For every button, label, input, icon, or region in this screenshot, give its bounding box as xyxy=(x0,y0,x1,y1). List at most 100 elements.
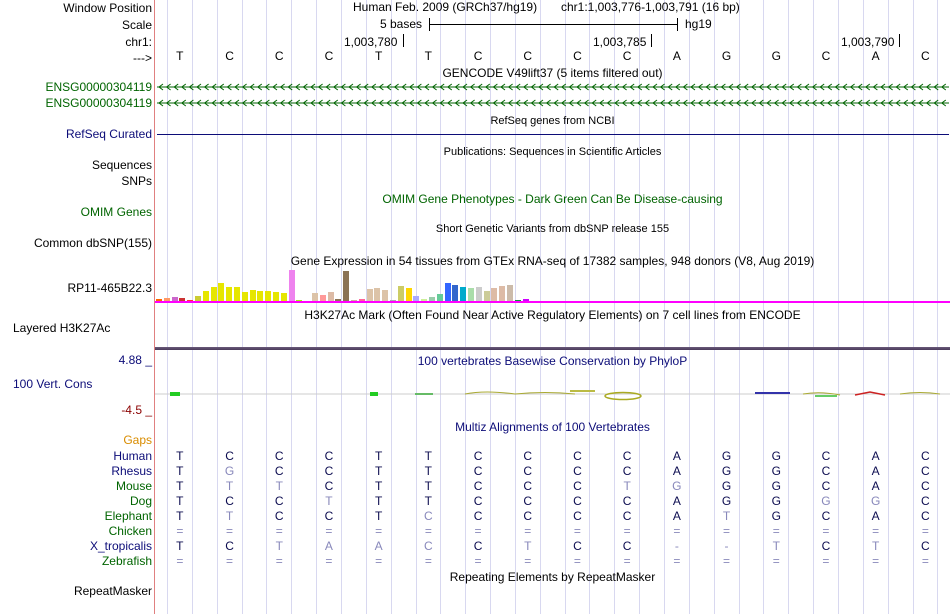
ensg-label-1[interactable]: ENSG00000304119 xyxy=(45,80,152,94)
gtex-tissue-bar[interactable] xyxy=(163,298,170,302)
gtex-tissue-bar[interactable] xyxy=(452,285,459,302)
aligned-base: C xyxy=(821,539,831,553)
refseq-gene-line[interactable] xyxy=(157,134,949,135)
gtex-tissue-bar[interactable] xyxy=(319,295,326,302)
aligned-base: C xyxy=(473,509,483,523)
gtex-tissue-bar[interactable] xyxy=(460,287,467,302)
species-label[interactable]: Elephant xyxy=(104,509,152,523)
aligned-base: C xyxy=(473,464,483,478)
sequences-label[interactable]: Sequences xyxy=(91,158,152,172)
aligned-base: C xyxy=(622,539,632,553)
gtex-tissue-bar[interactable] xyxy=(265,291,272,302)
gtex-tissue-bar[interactable] xyxy=(483,291,490,302)
gtex-tissue-bar[interactable] xyxy=(171,297,178,302)
gtex-tissue-bar[interactable] xyxy=(468,288,474,302)
aligned-base: T xyxy=(176,539,184,553)
gtex-gene-label[interactable]: RP11-465B22.3 xyxy=(67,281,152,295)
aligned-base: T xyxy=(275,539,283,553)
aligned-base: C xyxy=(523,449,533,463)
species-label[interactable]: X_tropicalis xyxy=(89,539,152,553)
refseq-title: RefSeq genes from NCBI xyxy=(490,115,615,127)
aligned-base: = xyxy=(921,524,929,538)
gtex-tissue-bar[interactable] xyxy=(288,270,295,302)
gtex-tissue-bar[interactable] xyxy=(444,283,451,302)
gtex-tissue-bar[interactable] xyxy=(156,299,162,302)
grid-line xyxy=(539,0,541,614)
aligned-base: C xyxy=(573,509,582,523)
aligned-base: = xyxy=(772,554,780,568)
grid-line xyxy=(589,0,591,614)
gtex-tissue-bar[interactable] xyxy=(312,293,318,302)
gtex-bar-chart[interactable] xyxy=(156,268,950,302)
aligned-base: T xyxy=(424,494,433,508)
aligned-base: = xyxy=(474,524,482,538)
grid-line xyxy=(191,0,193,614)
gtex-tissue-bar[interactable] xyxy=(249,290,256,302)
gtex-tissue-bar[interactable] xyxy=(429,297,435,302)
gtex-title: Gene Expression in 54 tissues from GTEx … xyxy=(290,254,815,268)
ensg-label-2[interactable]: ENSG00000304119 xyxy=(45,96,152,110)
gtex-tissue-bar[interactable] xyxy=(257,291,264,302)
gtex-tissue-bar[interactable] xyxy=(499,286,506,302)
gtex-tissue-bar[interactable] xyxy=(436,294,443,302)
coord-1-tick xyxy=(403,34,404,47)
grid-line xyxy=(216,0,218,614)
gtex-tissue-bar[interactable] xyxy=(475,287,482,302)
gtex-tissue-bar[interactable] xyxy=(421,299,428,302)
aligned-base: - xyxy=(674,539,679,553)
omim-label[interactable]: OMIM Genes xyxy=(80,205,152,219)
gtex-tissue-bar[interactable] xyxy=(226,287,233,302)
gencode-title: GENCODE V49lift37 (5 items filtered out) xyxy=(442,66,663,80)
h3k27ac-label[interactable]: Layered H3K27Ac xyxy=(13,321,111,335)
species-label[interactable]: Mouse xyxy=(115,479,152,493)
gtex-tissue-bar[interactable] xyxy=(358,299,365,302)
gtex-tissue-bar[interactable] xyxy=(179,298,186,302)
dbsnp-label[interactable]: Common dbSNP(155) xyxy=(33,236,152,250)
species-label[interactable]: Zebrafish xyxy=(101,554,152,568)
gtex-tissue-bar[interactable] xyxy=(218,283,225,302)
gtex-tissue-bar[interactable] xyxy=(241,292,248,302)
cons-min-label: -4.5 _ xyxy=(121,403,152,417)
aligned-base: = xyxy=(573,554,581,568)
aligned-base: C xyxy=(921,494,930,508)
gtex-tissue-bar[interactable] xyxy=(273,292,279,302)
gtex-tissue-bar[interactable] xyxy=(507,285,513,302)
gtex-tissue-bar[interactable] xyxy=(522,299,529,302)
gtex-tissue-bar[interactable] xyxy=(343,271,350,302)
species-label[interactable]: Human xyxy=(113,449,152,463)
gtex-tissue-bar[interactable] xyxy=(374,288,381,302)
gtex-tissue-bar[interactable] xyxy=(335,299,342,302)
gtex-tissue-bar[interactable] xyxy=(491,288,498,302)
refseq-label[interactable]: RefSeq Curated xyxy=(65,127,152,141)
gaps-label[interactable]: Gaps xyxy=(123,433,152,447)
gtex-tissue-bar[interactable] xyxy=(366,289,373,302)
gtex-tissue-bar[interactable] xyxy=(397,286,404,302)
aligned-base: T xyxy=(225,479,234,493)
gencode-gene-2[interactable] xyxy=(157,97,949,109)
gtex-tissue-bar[interactable] xyxy=(210,287,217,302)
window-position-label: Window Position xyxy=(63,1,152,15)
phylop-plot[interactable] xyxy=(155,385,950,405)
gtex-tissue-bar[interactable] xyxy=(234,287,240,302)
aligned-base: G xyxy=(721,494,732,508)
gtex-tissue-bar[interactable] xyxy=(195,296,201,302)
aligned-base: C xyxy=(225,494,234,508)
grid-line xyxy=(490,0,492,614)
repeatmasker-label[interactable]: RepeatMasker xyxy=(73,584,152,598)
species-label[interactable]: Rhesus xyxy=(111,464,152,478)
gtex-tissue-bar[interactable] xyxy=(202,291,209,302)
sequence-base: C xyxy=(324,49,334,63)
species-label[interactable]: Chicken xyxy=(108,524,152,538)
gtex-tissue-bar[interactable] xyxy=(413,296,420,302)
gtex-tissue-bar[interactable] xyxy=(327,292,334,302)
gtex-tissue-bar[interactable] xyxy=(405,288,412,302)
gtex-tissue-bar[interactable] xyxy=(382,290,389,302)
phylop-title: 100 vertebrates Basewise Conservation by… xyxy=(417,354,688,368)
gtex-tissue-bar[interactable] xyxy=(280,293,287,302)
grid-line xyxy=(316,0,318,614)
h3k27ac-signal[interactable] xyxy=(155,347,950,350)
snps-label[interactable]: SNPs xyxy=(121,174,152,188)
gencode-gene-1[interactable] xyxy=(157,81,949,93)
cons-label[interactable]: 100 Vert. Cons xyxy=(13,377,93,391)
species-label[interactable]: Dog xyxy=(129,494,152,508)
